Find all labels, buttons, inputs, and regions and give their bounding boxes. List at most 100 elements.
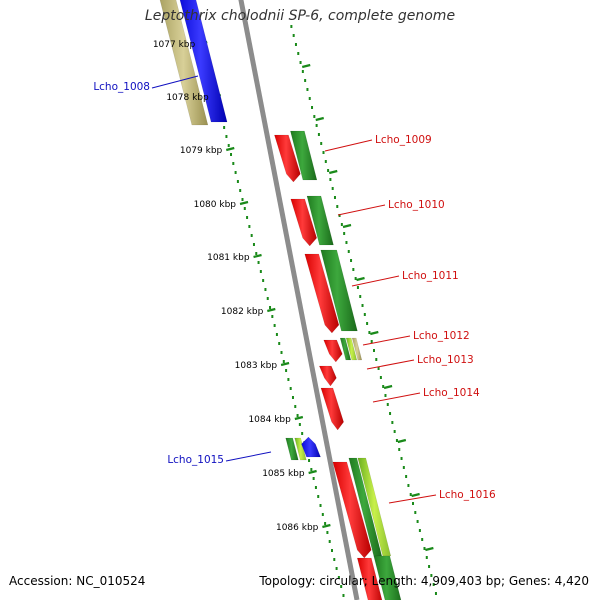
tick-dot (338, 214, 341, 217)
major-tick (280, 361, 290, 367)
tick-label: 1081 kbp (207, 253, 250, 263)
tick-dot (225, 135, 228, 138)
gene-label: Lcho_1011 (402, 270, 459, 282)
tick-dot (280, 351, 283, 354)
tick-dot (294, 43, 297, 46)
gc-skew-bar (159, 0, 209, 126)
gene-lcho-1013 (318, 365, 337, 387)
gc-content-bar (351, 337, 363, 361)
minor-tick (315, 116, 325, 122)
gene-label: Lcho_1010 (388, 199, 445, 211)
tick-dot (310, 468, 313, 471)
tick-dot (250, 234, 253, 237)
tick-dot (382, 385, 385, 388)
tick-dot (333, 558, 336, 561)
tick-dot (315, 124, 318, 127)
tick-dot (227, 144, 230, 147)
tick-label: 1078 kbp (166, 93, 209, 103)
tick-dot (416, 520, 419, 523)
tick-dot (342, 594, 345, 597)
tick-label: 1086 kbp (276, 523, 319, 533)
tick-dot (289, 387, 292, 390)
gene-label: Lcho_1014 (423, 387, 480, 399)
tick-dot (368, 331, 371, 334)
minor-tick (356, 276, 365, 282)
tick-dot (290, 25, 293, 28)
tick-dot (282, 360, 285, 363)
tick-dot (255, 252, 258, 255)
tick-dot (296, 414, 299, 417)
tick-dot (257, 261, 260, 264)
gene-label: Lcho_1008 (93, 81, 150, 93)
tick-dot (317, 133, 320, 136)
tick-dot (389, 412, 392, 415)
gene-lcho-1008 (179, 0, 228, 123)
tick-dot (407, 484, 410, 487)
map-title: Leptothrix cholodnii SP-6, complete geno… (144, 8, 456, 24)
tick-dot (347, 250, 350, 253)
tick-dot (246, 216, 249, 219)
tick-dot (432, 583, 435, 586)
tick-dot (292, 34, 295, 37)
tick-dot (379, 376, 382, 379)
minor-tick (383, 384, 393, 390)
tick-dot (400, 457, 403, 460)
tick-dot (421, 538, 424, 541)
tick-dot (241, 198, 244, 201)
gene-label: Lcho_1012 (413, 330, 470, 342)
scale-ticks (198, 40, 434, 552)
gc-content-bar (339, 337, 352, 361)
tick-dot (306, 88, 309, 91)
gc-content-bar (320, 249, 358, 332)
tick-dot (301, 432, 304, 435)
label-leader-line (366, 359, 415, 370)
tick-dot (329, 178, 332, 181)
gc-content-bar (290, 130, 318, 181)
tick-dot (391, 421, 394, 424)
tick-dot (402, 466, 405, 469)
tick-dot (308, 97, 311, 100)
label-leader-line (151, 75, 199, 89)
gene-lcho-1012 (323, 339, 343, 363)
tick-dot (386, 403, 389, 406)
gene-label: Lcho_1016 (439, 489, 496, 501)
tick-dot (314, 486, 317, 489)
tick-dot (350, 259, 353, 262)
major-tick (308, 469, 317, 475)
major-tick (253, 253, 262, 259)
tick-dot (321, 513, 324, 516)
tick-dot (248, 225, 251, 228)
tick-dot (372, 349, 375, 352)
tick-label: 1080 kbp (194, 200, 237, 210)
tick-dot (259, 270, 262, 273)
tick-dot (428, 565, 431, 568)
backbone-line (238, 0, 360, 600)
tick-dot (375, 358, 378, 361)
tick-dot (343, 232, 346, 235)
tick-dot (275, 333, 278, 336)
tick-dot (285, 369, 288, 372)
tick-dot (324, 522, 327, 525)
tick-dot (304, 79, 307, 82)
tick-dot (243, 207, 246, 210)
tick-dot (331, 187, 334, 190)
tick-dot (354, 277, 357, 280)
tick-dot (414, 511, 417, 514)
minor-tick (301, 63, 311, 69)
accession-text: Accession: NC_010524 (9, 574, 146, 588)
tick-dot (269, 306, 272, 309)
tick-dot (262, 279, 265, 282)
tick-dot (330, 549, 333, 552)
tick-dot (361, 304, 364, 307)
tick-dot (370, 340, 373, 343)
gc-content-bar (285, 437, 299, 461)
label-leader-lines (151, 75, 437, 504)
tick-dot (232, 162, 235, 165)
tick-dot (377, 367, 380, 370)
gene-features (159, 0, 402, 600)
gc-content-bar (373, 555, 402, 600)
tick-label: 1083 kbp (235, 361, 278, 371)
genome-summary-text: Topology: circular; Length: 4,909,403 bp… (259, 574, 589, 588)
tick-dot (312, 477, 315, 480)
